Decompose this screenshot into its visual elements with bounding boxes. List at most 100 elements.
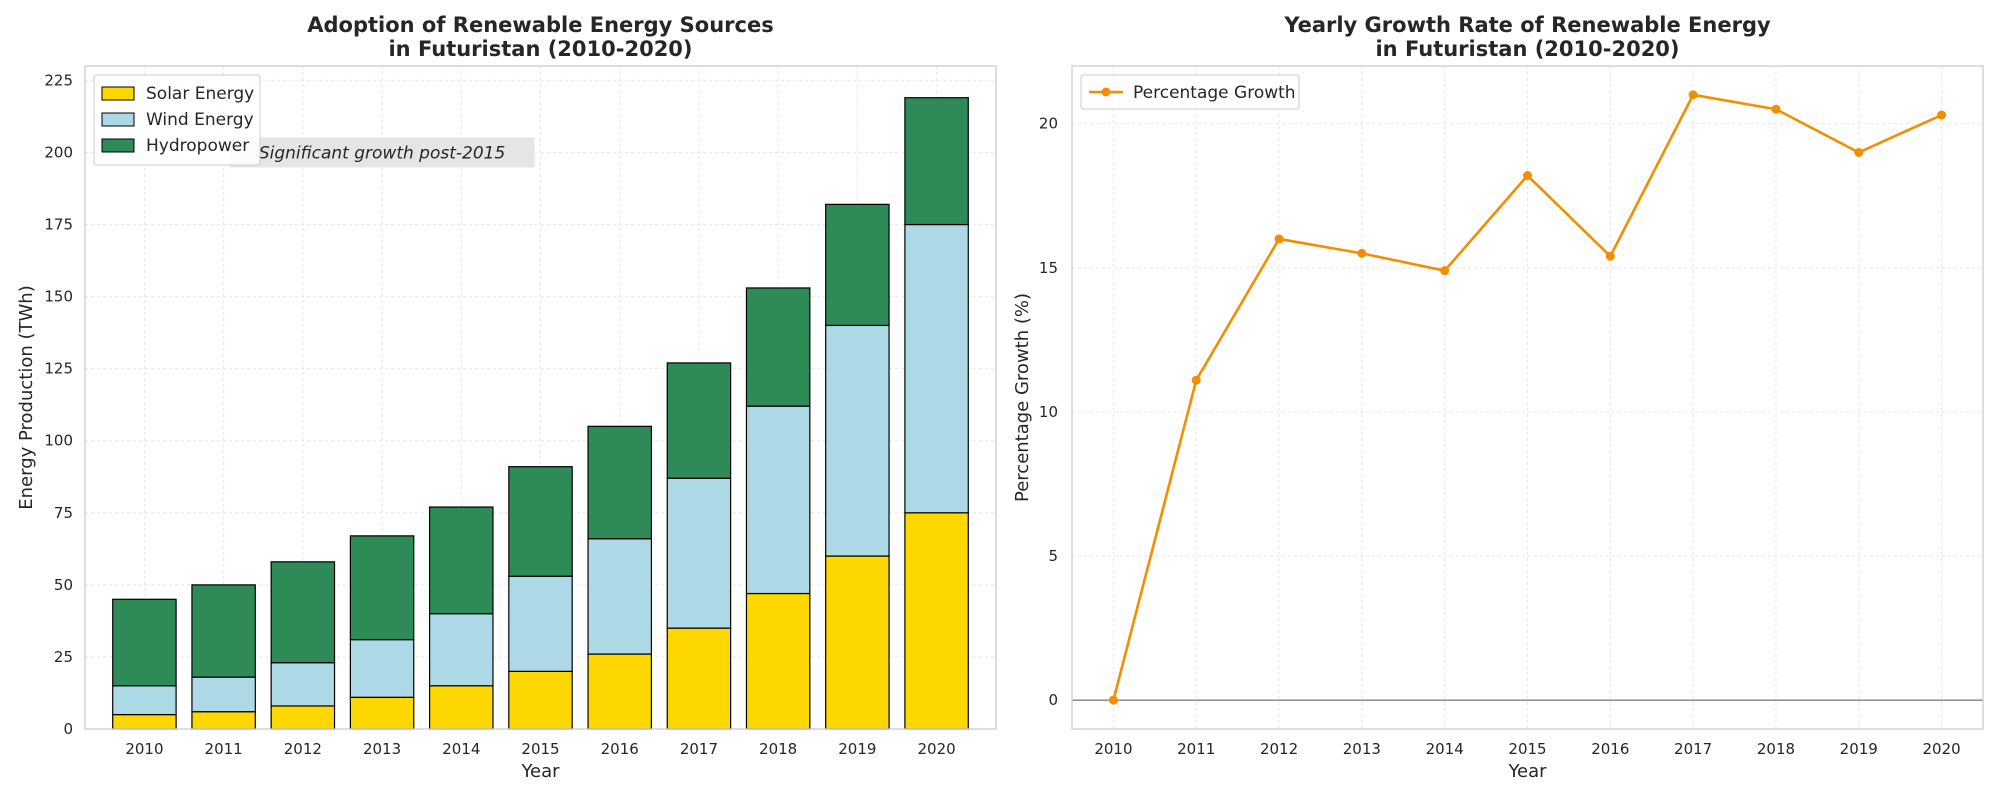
bar: [904, 97, 969, 226]
x-tick-label: 2011: [1177, 740, 1215, 758]
x-tick-label: 2015: [1508, 740, 1546, 758]
legend-box: [93, 74, 261, 166]
bar: [587, 653, 653, 730]
y-axis-label: Energy Production (TWh): [16, 285, 37, 509]
x-tick-label: 2019: [1840, 740, 1878, 758]
bar: [349, 696, 415, 730]
x-tick-label: 2011: [205, 740, 243, 758]
legend-swatch: [101, 138, 135, 153]
bar: [904, 223, 969, 514]
data-point: [1357, 248, 1367, 258]
bar: [666, 362, 732, 479]
y-tick-label: 25: [54, 648, 73, 666]
bar: [349, 639, 415, 698]
legend-label: Wind Energy: [146, 110, 254, 130]
x-tick-label: 2018: [759, 740, 797, 758]
bar: [270, 662, 336, 707]
data-point: [1937, 110, 1947, 120]
legend-swatch: [101, 86, 135, 101]
bar: [825, 203, 890, 327]
x-axis-label: Year: [1507, 761, 1547, 782]
x-tick-label: 2017: [680, 740, 718, 758]
y-tick-label: 75: [54, 504, 73, 522]
bar: [270, 705, 336, 730]
x-tick-label: 2013: [1343, 740, 1381, 758]
bar: [904, 512, 969, 730]
y-tick-label: 15: [1039, 259, 1058, 277]
line-series-percentage-growth: [1108, 90, 1947, 705]
data-point: [1191, 375, 1201, 385]
y-tick-label: 225: [44, 71, 73, 89]
bar: [745, 592, 811, 730]
data-point: [1605, 251, 1615, 261]
bar: [428, 506, 494, 615]
data-point: [1274, 234, 1284, 244]
plot-frame: [84, 65, 997, 730]
bar: [191, 584, 256, 678]
chart-title: in Futuristan (2010-2020): [1375, 37, 1679, 61]
x-tick-label: 2015: [521, 740, 559, 758]
data-point: [1771, 104, 1781, 114]
line-chart: 2010 2011 2012 2013 2014 2015 2016 2017 2018 2019…: [1012, 13, 1984, 782]
legend: Percentage Growth: [1080, 74, 1300, 110]
chart-title: Yearly Growth Rate of Renewable Energy: [1283, 13, 1771, 37]
bar: [428, 685, 494, 730]
data-point: [1854, 147, 1864, 157]
bar: [508, 670, 573, 730]
data-point: [1688, 90, 1698, 100]
legend-label: Percentage Growth: [1133, 83, 1296, 103]
y-axis-label: Percentage Growth (%): [1012, 293, 1033, 502]
legend-label: Hydropower: [146, 136, 249, 156]
x-tick-label: 2013: [363, 740, 401, 758]
bar: [587, 538, 653, 655]
data-point: [1440, 266, 1450, 276]
bar: [270, 561, 336, 664]
annotation-box: [229, 137, 535, 168]
data-point: [1108, 695, 1118, 705]
bar: [112, 713, 177, 730]
y-tick-label: 175: [44, 216, 73, 234]
x-tick-label: 2010: [125, 740, 163, 758]
x-tick-label: 2017: [1674, 740, 1712, 758]
x-tick-label: 2019: [838, 740, 876, 758]
legend-box: [1080, 74, 1300, 110]
x-tick-label: 2016: [1591, 740, 1629, 758]
bar: [745, 287, 811, 407]
y-tick-label: 5: [1048, 547, 1058, 565]
bar: [191, 711, 256, 730]
annotation: Significant growth post-2015: [229, 137, 535, 168]
bar: [349, 535, 415, 641]
x-tick-label: 2012: [284, 740, 322, 758]
y-tick-label: 20: [1039, 115, 1058, 133]
x-tick-label: 2012: [1260, 740, 1298, 758]
bar: [745, 405, 811, 595]
legend: Solar Energy Wind Energy Hydropower: [93, 74, 261, 166]
y-tick-label: 10: [1039, 403, 1058, 421]
x-axis-label: Year: [520, 761, 560, 782]
x-tick-label: 2010: [1094, 740, 1132, 758]
bar: [666, 627, 732, 730]
y-tick-label: 150: [44, 288, 73, 306]
bar: [508, 575, 573, 672]
bar: [666, 477, 732, 629]
annotation-text: Significant growth post-2015: [259, 143, 505, 163]
x-tick-label: 2014: [1426, 740, 1464, 758]
legend-label: Solar Energy: [146, 84, 254, 104]
plot-frame: [1071, 65, 1984, 730]
y-tick-label: 200: [44, 143, 73, 161]
legend-swatch: [101, 112, 135, 127]
x-tick-label: 2020: [917, 740, 955, 758]
bar-chart: 2010 2011 2012 2013 2014 2015 2016 2017 2018 2019…: [16, 13, 997, 782]
x-tick-label: 2018: [1757, 740, 1795, 758]
bar-series-hydropower: [112, 97, 969, 687]
bar: [508, 466, 573, 577]
y-tick-label: 50: [54, 576, 73, 594]
y-tick-label: 0: [1048, 691, 1058, 709]
x-tick-label: 2020: [1922, 740, 1960, 758]
bar: [112, 598, 177, 687]
y-tick-label: 0: [63, 720, 73, 738]
x-tick-label: 2014: [442, 740, 480, 758]
bar: [112, 685, 177, 716]
